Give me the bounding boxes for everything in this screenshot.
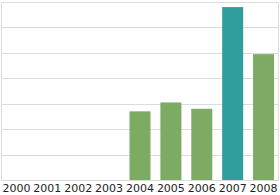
x-tick-label: 2005	[157, 182, 185, 195]
bar	[222, 7, 243, 180]
x-tick-label: 2008	[250, 182, 278, 195]
x-tick-label: 2002	[64, 182, 92, 195]
x-tick-label: 2000	[2, 182, 30, 195]
bar	[253, 54, 274, 180]
axis-line	[278, 2, 279, 180]
grid-line	[1, 180, 279, 181]
grid-line	[1, 2, 279, 3]
bar	[129, 111, 150, 180]
x-tick-label: 2001	[33, 182, 61, 195]
bar	[191, 109, 212, 180]
chart: 200020012002200320042005200620072008	[0, 0, 280, 195]
x-tick-label: 2007	[219, 182, 247, 195]
x-tick-label: 2006	[188, 182, 216, 195]
axis-line	[1, 2, 2, 180]
x-tick-label: 2003	[95, 182, 123, 195]
bars	[129, 7, 274, 180]
bar	[160, 102, 181, 180]
x-tick-label: 2004	[126, 182, 154, 195]
